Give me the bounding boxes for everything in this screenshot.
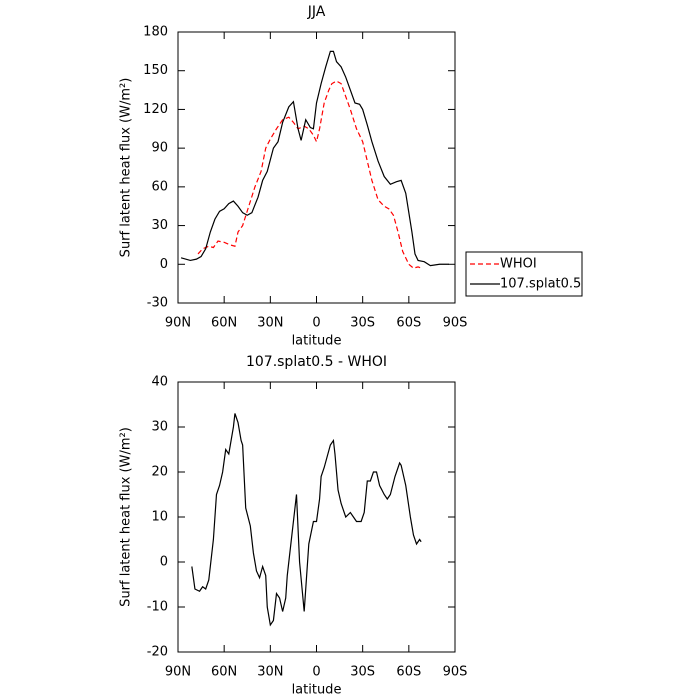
data-line — [180, 50, 449, 267]
y-tick-label: 90 — [151, 141, 168, 156]
y-tick-label: 40 — [151, 375, 168, 390]
x-tick-label: 30N — [257, 316, 283, 331]
y-tick-label: 20 — [151, 465, 168, 480]
x-axis-label: latitude — [292, 334, 342, 349]
x-tick-label: 90N — [165, 316, 191, 331]
data-line — [197, 80, 422, 269]
y-tick-label: 60 — [151, 179, 168, 194]
plot-frame — [177, 31, 456, 304]
y-tick-label: -10 — [147, 600, 168, 615]
x-tick-label: 90N — [165, 665, 191, 680]
y-tick-label: 150 — [143, 63, 168, 78]
y-tick-label: 0 — [160, 555, 168, 570]
y-tick-label: 30 — [151, 218, 168, 233]
y-tick-label: -20 — [147, 645, 168, 660]
y-tick-label: 30 — [151, 420, 168, 435]
chart-title: 107.splat0.5 - WHOI — [246, 354, 387, 370]
x-tick-label: 60S — [396, 665, 421, 680]
y-axis-label: Surf latent heat flux (W/m²) — [119, 427, 134, 607]
plot-frame — [177, 381, 456, 653]
x-tick-label: 60S — [396, 316, 421, 331]
y-axis-label: Surf latent heat flux (W/m²) — [119, 78, 134, 258]
y-tick-label: 180 — [143, 25, 168, 40]
legend-label: 107.splat0.5 — [500, 277, 581, 292]
legend-box — [465, 251, 583, 297]
x-tick-label: 0 — [312, 665, 320, 680]
chart-title: JJA — [307, 4, 326, 20]
x-tick-label: 30N — [257, 665, 283, 680]
data-line — [191, 413, 422, 627]
x-tick-label: 60N — [211, 316, 237, 331]
x-tick-label: 90S — [443, 316, 468, 331]
legend-label: WHOI — [500, 257, 537, 272]
y-tick-label: 10 — [151, 510, 168, 525]
x-tick-label: 60N — [211, 665, 237, 680]
x-tick-label: 90S — [443, 665, 468, 680]
x-tick-label: 0 — [312, 316, 320, 331]
y-tick-label: 120 — [143, 102, 168, 117]
x-tick-label: 30S — [350, 665, 375, 680]
x-tick-label: 30S — [350, 316, 375, 331]
x-axis-label: latitude — [292, 683, 342, 698]
y-tick-label: 0 — [160, 257, 168, 272]
y-tick-label: -30 — [147, 296, 168, 311]
